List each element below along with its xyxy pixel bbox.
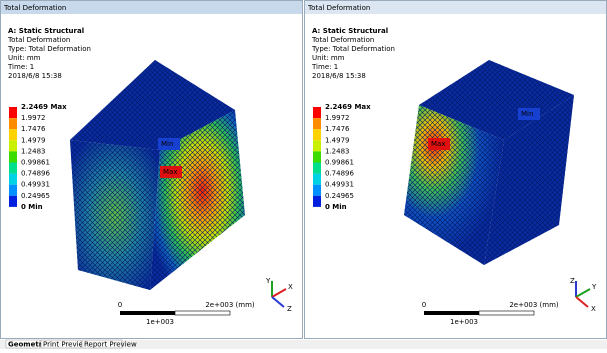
legend-swatch	[313, 129, 321, 140]
legend-label: 1.2483	[325, 147, 350, 155]
legend-label: 1.7476	[21, 125, 46, 133]
scale-bar-light	[479, 311, 534, 315]
result-info: Total Deformation	[7, 36, 70, 44]
axis-label: Y	[591, 283, 597, 291]
legend-swatch	[313, 185, 321, 196]
model-left-mesh	[70, 140, 160, 290]
result-info: Total Deformation	[311, 36, 374, 44]
legend-swatch	[9, 151, 17, 162]
tab-label[interactable]: Report Preview	[84, 341, 137, 349]
result-info: 2018/6/8 15:38	[312, 72, 366, 80]
legend-label: 1.7476	[325, 125, 350, 133]
legend-swatch	[9, 107, 17, 118]
legend-swatch	[9, 185, 17, 196]
screen: Total DeformationA: Static StructuralTot…	[0, 0, 607, 349]
legend-label: 0 Min	[21, 203, 43, 211]
result-info: Type: Total Deformation	[7, 45, 91, 53]
legend-label: 1.9972	[21, 114, 46, 122]
result-info: Time: 1	[311, 63, 338, 71]
scale-start: 0	[118, 301, 122, 309]
axis-label: Z	[570, 277, 575, 285]
legend-label: 1.4979	[325, 136, 350, 144]
result-info: A: Static Structural	[8, 27, 84, 35]
scale-bar-dark	[120, 311, 175, 315]
legend-swatch	[313, 107, 321, 118]
legend-label: 1.2483	[21, 147, 46, 155]
result-info: A: Static Structural	[312, 27, 388, 35]
legend-label: 0.74896	[325, 170, 354, 178]
axis-label: X	[288, 283, 293, 291]
legend-label: 1.9972	[325, 114, 350, 122]
result-info: Time: 1	[7, 63, 34, 71]
result-info: 2018/6/8 15:38	[8, 72, 62, 80]
result-info: Type: Total Deformation	[311, 45, 395, 53]
legend-swatch	[313, 151, 321, 162]
legend-label: 2.2469 Max	[21, 103, 67, 111]
axis-label: Y	[265, 277, 271, 285]
legend-swatch	[313, 118, 321, 129]
legend-swatch	[9, 140, 17, 151]
result-info: Unit: mm	[8, 54, 41, 62]
scale-bar-light	[175, 311, 230, 315]
panel-title: Total Deformation	[307, 4, 370, 12]
legend-label: 0.74896	[21, 170, 50, 178]
legend-label: 0 Min	[325, 203, 347, 211]
legend-label: 2.2469 Max	[325, 103, 371, 111]
min-label: Min	[521, 110, 533, 118]
legend-swatch	[313, 163, 321, 174]
scale-end: 2e+003 (mm)	[205, 301, 255, 309]
max-label: Max	[163, 168, 177, 176]
min-label: Min	[161, 140, 173, 148]
legend-label: 0.24965	[21, 192, 50, 200]
legend-swatch	[313, 174, 321, 185]
legend-swatch	[9, 174, 17, 185]
scale-end: 2e+003 (mm)	[509, 301, 559, 309]
legend-label: 0.49931	[325, 181, 354, 189]
scale-start: 0	[422, 301, 426, 309]
legend-swatch	[9, 129, 17, 140]
panel-title: Total Deformation	[3, 4, 66, 12]
legend-swatch	[9, 196, 17, 207]
legend-swatch	[9, 163, 17, 174]
axis-label: Z	[287, 305, 292, 313]
legend-label: 0.99861	[325, 159, 354, 167]
legend-label: 1.4979	[21, 136, 46, 144]
legend-swatch	[9, 118, 17, 129]
scale-mid: 1e+003	[146, 318, 174, 326]
scale-mid: 1e+003	[450, 318, 478, 326]
result-info: Unit: mm	[312, 54, 345, 62]
axis-label: X	[591, 305, 596, 313]
legend-swatch	[313, 196, 321, 207]
legend-swatch	[313, 140, 321, 151]
legend-label: 0.24965	[325, 192, 354, 200]
legend-label: 0.49931	[21, 181, 50, 189]
scale-bar-dark	[424, 311, 479, 315]
legend-label: 0.99861	[21, 159, 50, 167]
max-label: Max	[431, 140, 445, 148]
